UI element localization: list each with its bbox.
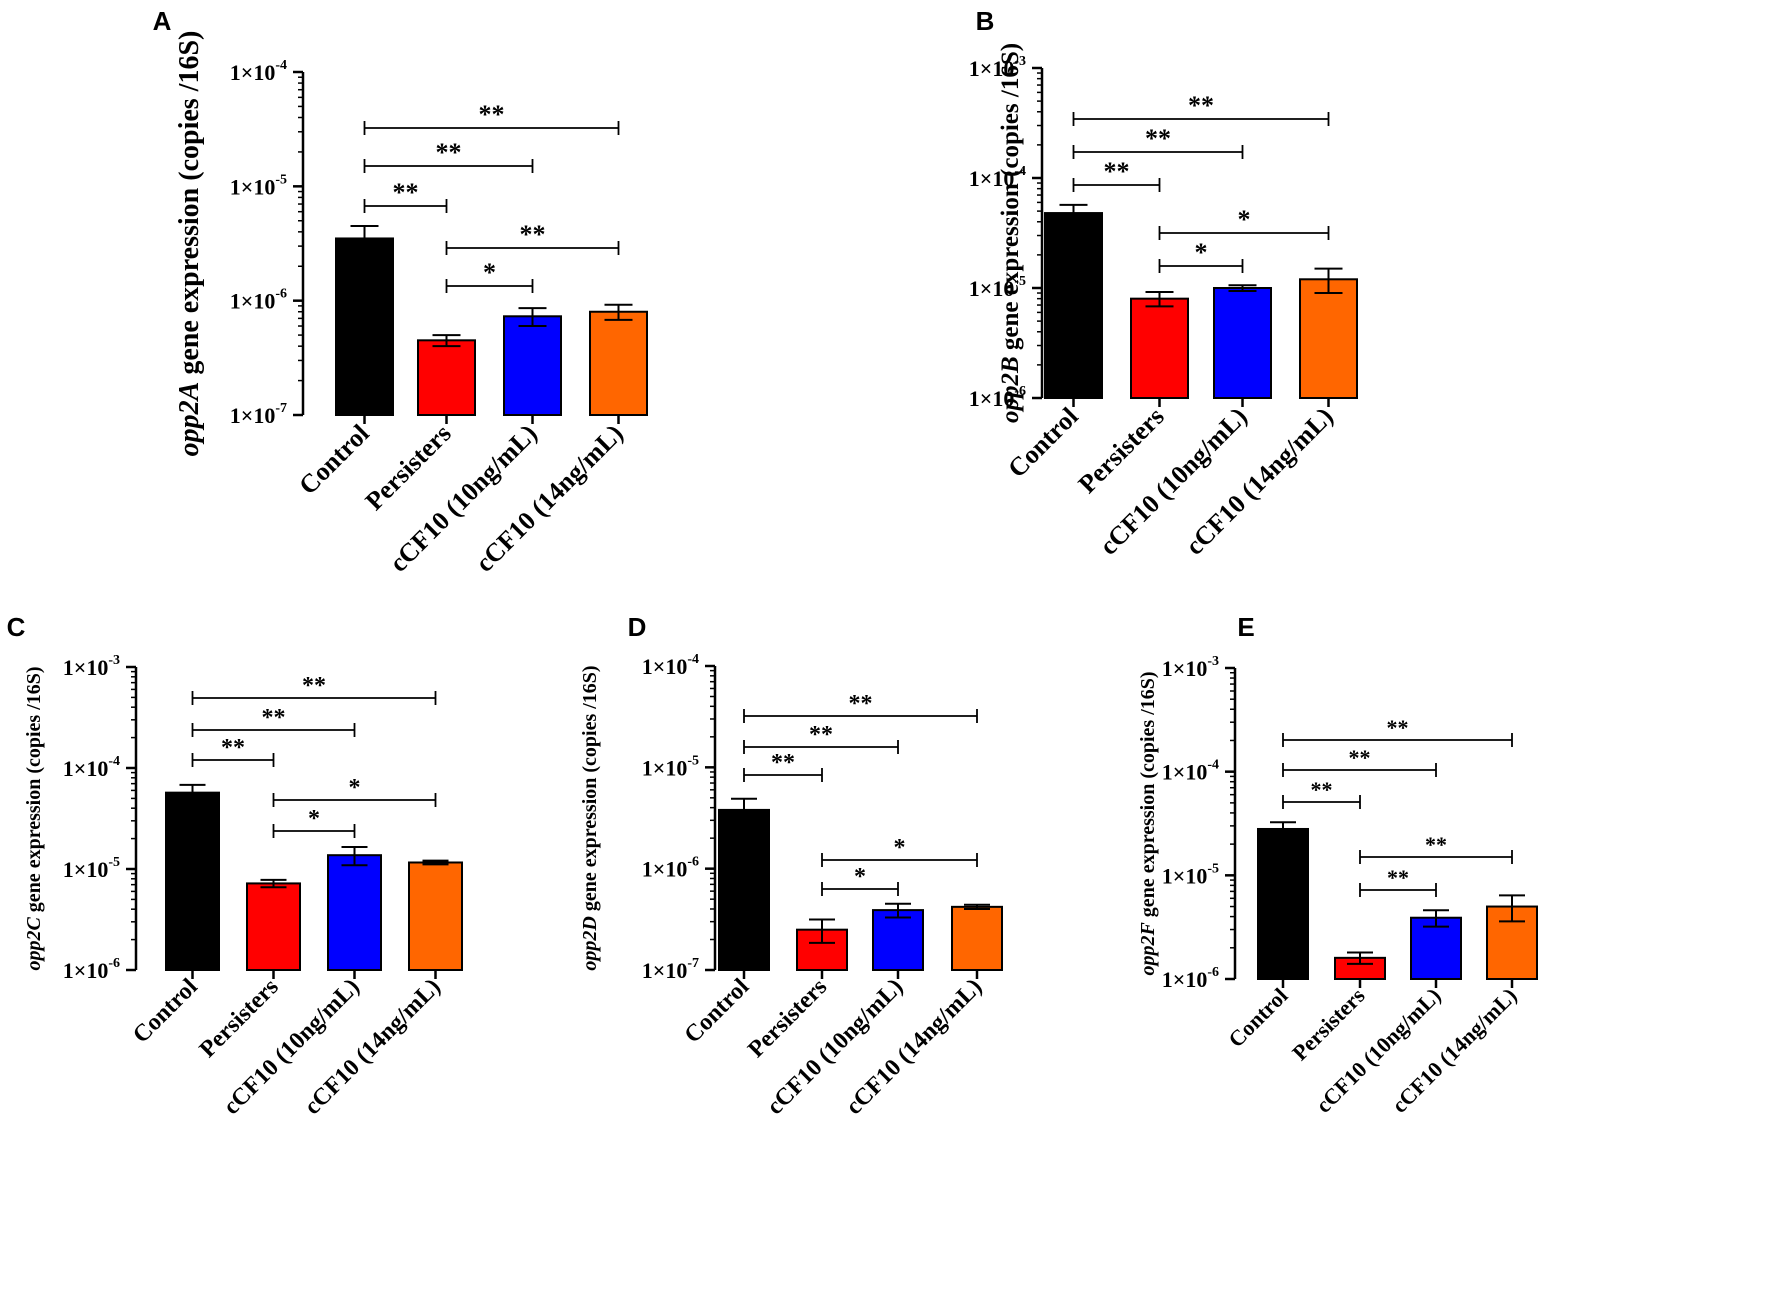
x-tick-label: cCF10 (14ng/mL) (841, 974, 987, 1120)
y-tick-label: 1×10-6 (63, 956, 120, 983)
bar (335, 237, 394, 416)
y-tick-label: 1×10-4 (63, 754, 120, 781)
significance-label: * (349, 775, 361, 801)
significance-label: ** (221, 735, 245, 761)
y-tick-label: 1×10-3 (63, 653, 120, 680)
significance-label: ** (1311, 777, 1333, 802)
y-axis-label: opp2C gene expression (copies /16S) (23, 666, 45, 970)
panel-a: A 1×10-7 1×10-6 1×10-5 1×10-4 opp2A gene expr… (153, 6, 648, 578)
panel-c: C 1×10-6 1×10-5 1×10-4 1×10-3 opp2C gene expr… (7, 612, 463, 1120)
bar (1257, 827, 1309, 981)
y-tick-label: 1×10-5 (1162, 861, 1219, 888)
bar (872, 909, 924, 972)
x-tick-label: cCF10 (14ng/mL) (470, 419, 629, 578)
panel-letter: C (7, 612, 26, 642)
significance-label: ** (1387, 715, 1409, 740)
significance-label: ** (1425, 832, 1447, 857)
x-tick-label: cCF10 (10ng/mL) (384, 419, 543, 578)
significance-label: ** (1188, 91, 1214, 120)
panel-letter: B (976, 6, 995, 36)
x-tick-label: cCF10 (10ng/mL) (1094, 402, 1253, 561)
x-tick-label: Control (680, 974, 755, 1049)
y-tick-label: 1×10-3 (969, 54, 1026, 81)
significance-label: * (1195, 238, 1208, 267)
y-tick-label: 1×10-6 (642, 855, 699, 882)
significance-label: ** (479, 100, 505, 129)
y-tick-label: 1×10-7 (230, 401, 287, 428)
bar (1410, 916, 1462, 981)
significance-label: * (854, 864, 866, 890)
bar (718, 808, 770, 972)
significance-label: ** (1387, 865, 1409, 890)
y-tick-label: 1×10-3 (1162, 654, 1219, 681)
y-axis-label: opp2B gene expression (copies /16S) (997, 43, 1024, 423)
y-axis-label: opp2F gene expression (copies /16S) (1137, 671, 1159, 975)
bar (1299, 278, 1358, 400)
y-tick-label: 1×10-5 (642, 753, 699, 780)
x-tick-label: cCF10 (14ng/mL) (300, 974, 446, 1120)
significance-label: ** (771, 750, 795, 776)
significance-label: ** (393, 178, 419, 207)
y-tick-label: 1×10-4 (642, 652, 699, 679)
x-tick-label: cCF10 (10ng/mL) (762, 974, 908, 1120)
bar (951, 905, 1003, 971)
y-tick-label: 1×10-5 (230, 172, 287, 199)
significance-label: ** (809, 722, 833, 748)
x-tick-label: Control (293, 419, 374, 500)
bar (503, 315, 562, 417)
y-axis-label: opp2D gene expression (copies /16S) (579, 665, 601, 970)
significance-label: ** (302, 673, 326, 699)
significance-label: * (1238, 205, 1251, 234)
significance-label: * (308, 806, 320, 832)
y-tick-label: 1×10-6 (969, 384, 1026, 411)
y-tick-label: 1×10-7 (642, 956, 699, 983)
panel-letter: E (1237, 612, 1254, 642)
significance-label: ** (849, 691, 873, 717)
y-tick-label: 1×10-4 (969, 164, 1026, 191)
panel-letter: D (628, 612, 647, 642)
x-tick-label: cCF10 (10ng/mL) (219, 974, 365, 1120)
bar (1213, 287, 1272, 399)
y-tick-label: 1×10-6 (230, 287, 287, 314)
bar (327, 854, 382, 971)
significance-label: ** (1104, 157, 1130, 186)
significance-label: ** (262, 705, 286, 731)
significance-label: ** (520, 220, 546, 249)
y-tick-label: 1×10-4 (230, 58, 287, 85)
bar (417, 339, 476, 417)
bar (165, 791, 220, 971)
y-tick-label: 1×10-6 (1162, 965, 1219, 992)
bar (589, 310, 648, 416)
significance-label: ** (1145, 124, 1171, 153)
x-tick-label: cCF10 (14ng/mL) (1180, 402, 1339, 561)
y-axis-label: opp2A gene expression (copies /16S) (174, 31, 205, 457)
panel-d: D 1×10-7 1×10-6 1×10-5 1×10-4 opp2D gene expr… (579, 612, 1003, 1120)
bar (408, 861, 463, 971)
y-tick-label: 1×10-5 (63, 855, 120, 882)
significance-label: * (483, 258, 496, 287)
bar (1130, 297, 1189, 399)
significance-label: * (894, 835, 906, 861)
y-tick-label: 1×10-4 (1162, 758, 1219, 785)
panel-letter: A (153, 6, 172, 36)
significance-label: ** (1349, 745, 1371, 770)
bar (1044, 212, 1103, 399)
y-tick-label: 1×10-5 (969, 274, 1026, 301)
x-tick-label: Control (128, 974, 203, 1049)
bar (246, 882, 301, 972)
x-tick-label: Control (1223, 983, 1292, 1052)
significance-label: ** (436, 138, 462, 167)
